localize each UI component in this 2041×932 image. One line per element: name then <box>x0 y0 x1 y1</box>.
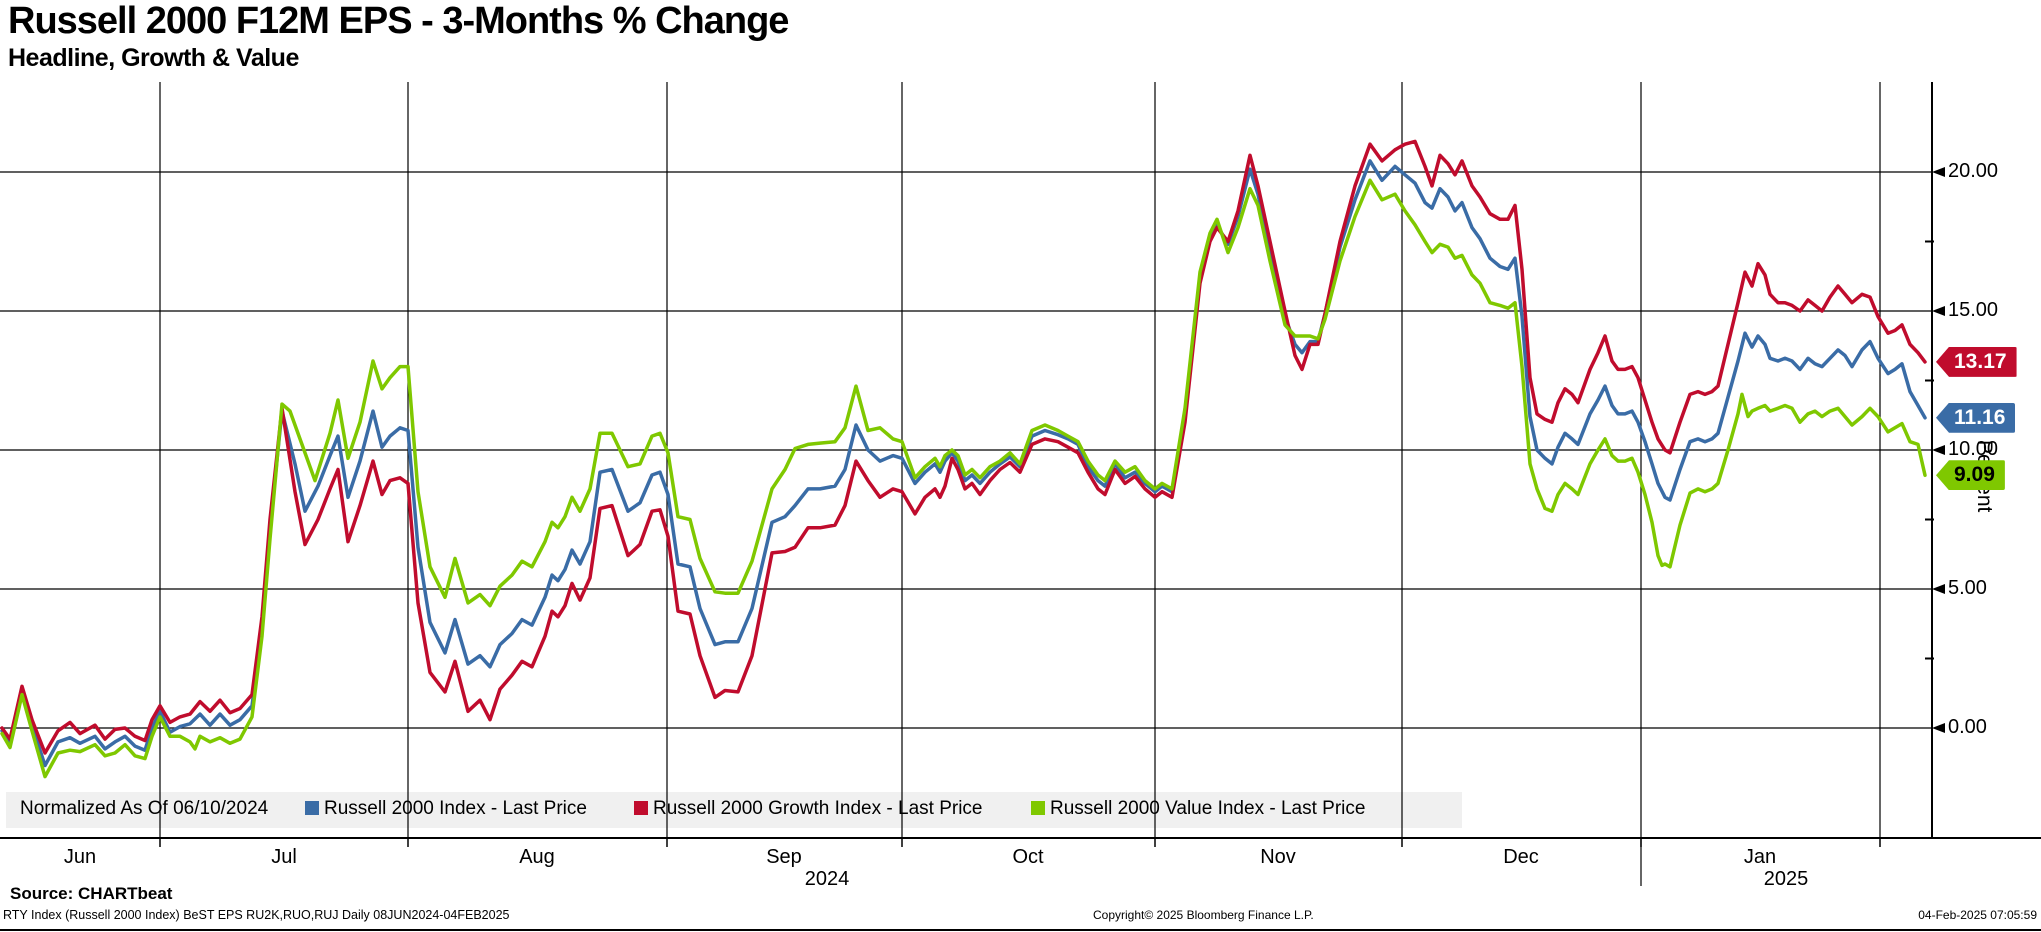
last-value-badge: 9.09 <box>1936 460 2005 491</box>
legend-normalized-note: Normalized As Of 06/10/2024 <box>20 798 269 819</box>
year-label: 2024 <box>804 868 850 890</box>
y-tick-label: 5.00 <box>1948 577 1987 599</box>
y-tick-arrow <box>1932 167 1945 177</box>
legend-item[interactable]: Russell 2000 Growth Index - Last Price <box>634 798 983 820</box>
month-label: Oct <box>1012 846 1044 868</box>
month-label: Jun <box>63 846 97 868</box>
y-tick-arrow <box>1932 584 1945 594</box>
bottom-border <box>0 929 2041 931</box>
last-value-badge: 13.17 <box>1936 346 2017 377</box>
legend-swatch-icon <box>305 801 319 815</box>
month-label: Jan <box>1743 846 1777 868</box>
page-subtitle: Headline, Growth & Value <box>8 44 299 72</box>
y-tick-label: 0.00 <box>1948 716 1987 738</box>
legend-item-label: Russell 2000 Value Index - Last Price <box>1050 798 1366 819</box>
index-footnote: RTY Index (Russell 2000 Index) BeST EPS … <box>3 908 510 922</box>
y-tick-arrow <box>1932 723 1945 733</box>
legend-swatch-icon <box>1031 801 1045 815</box>
year-label: 2025 <box>1763 868 1809 890</box>
legend-background <box>6 792 1462 828</box>
legend-swatch-icon <box>634 801 648 815</box>
source-text: Source: CHARTbeat <box>10 884 173 903</box>
month-label: Dec <box>1503 846 1539 868</box>
last-value-badge: 11.16 <box>1936 402 2016 433</box>
y-tick-arrow <box>1932 445 1945 455</box>
legend: Normalized As Of 06/10/2024 Russell 2000… <box>6 792 1462 828</box>
page-title: Russell 2000 F12M EPS - 3-Months % Chang… <box>8 0 789 42</box>
month-label: Aug <box>519 846 555 868</box>
y-tick-label: 10.00 <box>1948 438 1999 460</box>
legend-item-label: Russell 2000 Index - Last Price <box>324 798 587 819</box>
month-label: Sep <box>766 846 802 868</box>
month-label: Nov <box>1260 846 1296 868</box>
month-label: Jul <box>271 846 297 868</box>
series-line[interactable] <box>0 159 1927 768</box>
timestamp-text: 04-Feb-2025 07:05:59 <box>1918 908 2037 922</box>
legend-item-label: Russell 2000 Growth Index - Last Price <box>653 798 983 819</box>
y-tick-label: 20.00 <box>1948 160 1999 182</box>
legend-item[interactable]: Russell 2000 Value Index - Last Price <box>1031 798 1365 820</box>
y-tick-arrow <box>1932 306 1945 316</box>
copyright-text: Copyright© 2025 Bloomberg Finance L.P. <box>1093 908 1314 922</box>
y-tick-label: 15.00 <box>1948 299 1999 321</box>
series-line[interactable] <box>0 139 1927 755</box>
legend-item[interactable]: Russell 2000 Index - Last Price <box>305 798 587 820</box>
series-line[interactable] <box>0 178 1927 779</box>
